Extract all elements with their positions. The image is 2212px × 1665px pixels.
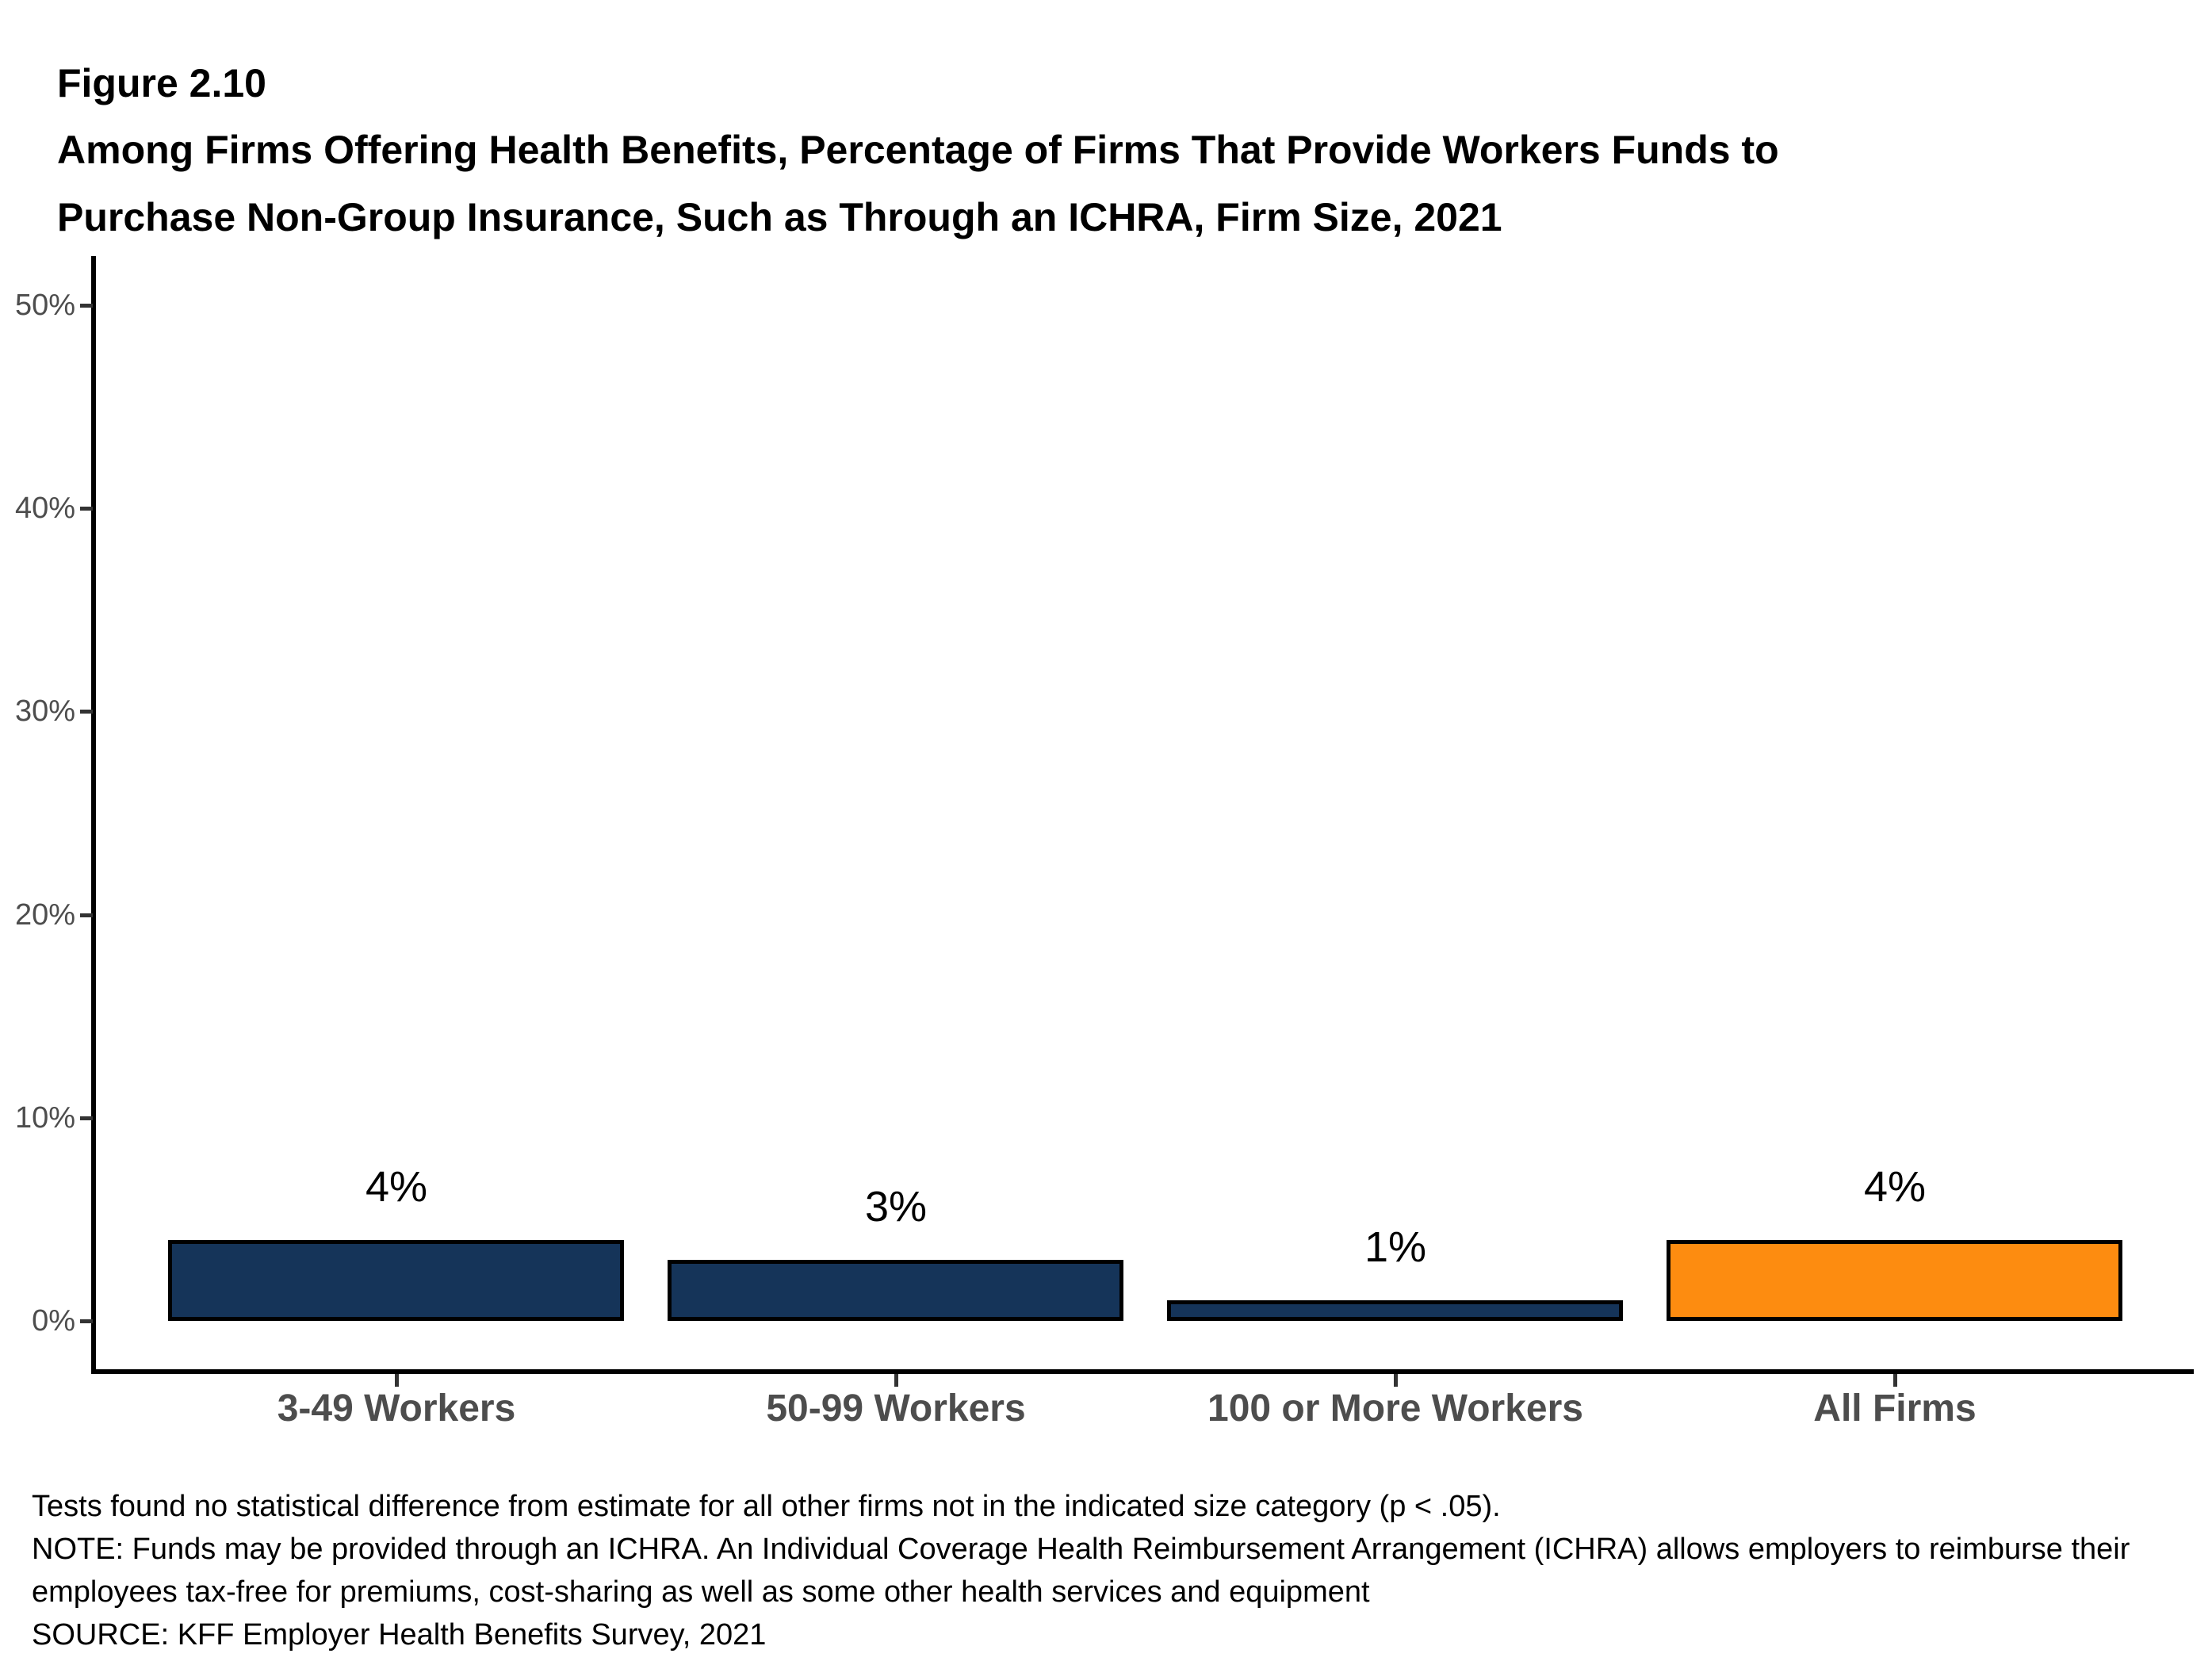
y-tick-40 bbox=[80, 507, 93, 511]
footnote-significance: Tests found no statistical difference fr… bbox=[32, 1490, 1501, 1523]
x-tick-all-firms bbox=[1893, 1374, 1897, 1387]
x-tick-50-99-workers bbox=[894, 1374, 898, 1387]
x-axis-label-all-firms: All Firms bbox=[1813, 1388, 1977, 1430]
bar-50-99-workers bbox=[668, 1260, 1123, 1321]
footnote-note-2: employees tax-free for premiums, cost-sh… bbox=[32, 1575, 1370, 1609]
x-axis-label-3-49-workers: 3-49 Workers bbox=[277, 1388, 516, 1430]
bar-value-label-50-99-workers: 3% bbox=[864, 1183, 928, 1231]
bar-value-label-all-firms: 4% bbox=[1863, 1163, 1927, 1211]
x-tick-3-49-workers bbox=[395, 1374, 399, 1387]
footnotes: Tests found no statistical difference fr… bbox=[32, 1485, 2130, 1656]
y-tick-30 bbox=[80, 710, 93, 714]
bar-100-or-more-workers bbox=[1167, 1300, 1623, 1321]
bar-3-49-workers bbox=[168, 1240, 624, 1321]
x-tick-100-or-more-workers bbox=[1394, 1374, 1398, 1387]
y-axis-line bbox=[91, 256, 96, 1374]
x-axis-line bbox=[91, 1369, 2194, 1374]
y-tick-0 bbox=[80, 1319, 93, 1323]
chart-title-line-1: Among Firms Offering Health Benefits, Pe… bbox=[57, 128, 1779, 172]
y-tick-label-50: 50% bbox=[14, 289, 75, 322]
footnote-source: SOURCE: KFF Employer Health Benefits Sur… bbox=[32, 1618, 767, 1652]
y-tick-20 bbox=[80, 913, 93, 917]
y-tick-label-40: 40% bbox=[14, 492, 75, 525]
y-tick-label-30: 30% bbox=[14, 695, 75, 728]
y-tick-50 bbox=[80, 304, 93, 308]
x-axis-label-50-99-workers: 50-99 Workers bbox=[766, 1388, 1026, 1430]
bar-value-label-3-49-workers: 4% bbox=[365, 1163, 428, 1211]
y-tick-10 bbox=[80, 1116, 93, 1120]
bar-all-firms bbox=[1667, 1240, 2122, 1321]
x-axis-label-100-or-more-workers: 100 or More Workers bbox=[1207, 1388, 1583, 1430]
y-tick-label-10: 10% bbox=[14, 1101, 75, 1135]
footnote-note-1: NOTE: Funds may be provided through an I… bbox=[32, 1533, 2130, 1566]
y-tick-label-20: 20% bbox=[14, 898, 75, 932]
chart-title-line-2: Purchase Non-Group Insurance, Such as Th… bbox=[57, 195, 1502, 239]
y-tick-label-0: 0% bbox=[32, 1304, 75, 1338]
bar-value-label-100-or-more-workers: 1% bbox=[1364, 1223, 1427, 1271]
figure-label: Figure 2.10 bbox=[57, 61, 266, 105]
